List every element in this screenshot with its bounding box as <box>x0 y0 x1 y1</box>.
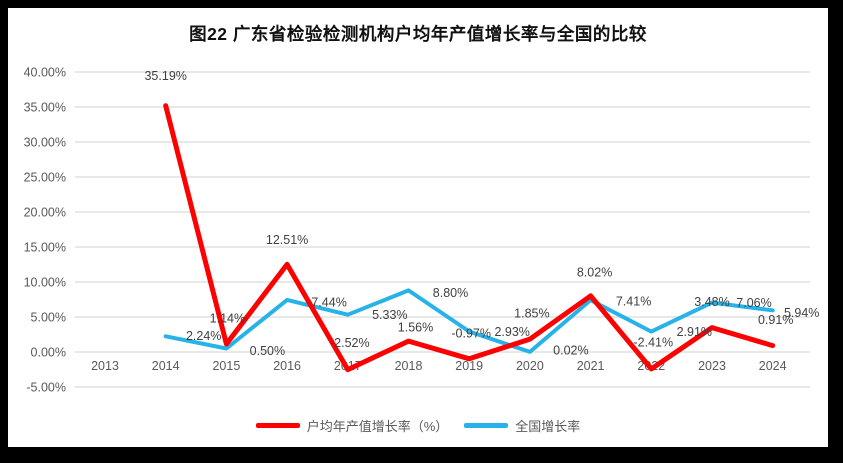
y-axis-tick-label: 10.00% <box>24 276 66 290</box>
data-label: 35.19% <box>144 69 186 83</box>
data-label: 8.02% <box>577 265 612 279</box>
blue-line-swatch-icon <box>464 423 509 428</box>
data-label: 2.91% <box>677 325 712 339</box>
y-axis-tick-label: 5.00% <box>31 311 66 325</box>
data-label: 0.91% <box>758 313 793 327</box>
chart-canvas: 图22 广东省检验检测机构户均年产值增长率与全国的比较 40.00% 35.00%… <box>8 8 828 447</box>
x-axis-tick-label: 2014 <box>152 359 180 373</box>
data-label: 1.85% <box>514 307 549 321</box>
data-label: 5.94% <box>784 306 819 320</box>
y-axis-tick-label: 40.00% <box>24 66 66 80</box>
x-axis-tick-label: 2019 <box>455 359 483 373</box>
data-label: 7.06% <box>736 296 771 310</box>
y-axis-tick-label: 15.00% <box>24 241 66 255</box>
legend-label-national-growth: 全国增长率 <box>515 419 581 434</box>
x-axis-tick-label: 2013 <box>91 359 119 373</box>
legend-label-household-growth: 户均年产值增长率（%） <box>306 419 449 434</box>
data-label: 7.44% <box>311 295 346 309</box>
legend-item-national-growth: 全国增长率 <box>464 416 580 435</box>
data-label: -0.97% <box>451 326 491 340</box>
y-axis-tick-label: 0.00% <box>31 346 66 360</box>
data-label: 3.48% <box>694 295 729 309</box>
data-label: -2.52% <box>330 336 370 350</box>
x-axis-tick-label: 2018 <box>395 359 423 373</box>
data-label: 5.33% <box>372 308 407 322</box>
household-growth-line <box>163 103 776 373</box>
x-axis-tick-label: 2020 <box>516 359 544 373</box>
data-label: 0.02% <box>553 343 588 357</box>
x-axis-tick-label: 2024 <box>759 359 787 373</box>
data-label: -2.41% <box>633 335 673 349</box>
legend-item-household-growth: 户均年产值增长率（%） <box>255 416 449 435</box>
y-axis-tick-label: 30.00% <box>24 136 66 150</box>
x-axis-tick-label: 2015 <box>212 359 240 373</box>
data-label: 7.41% <box>616 295 651 309</box>
y-axis-tick-label: 20.00% <box>24 206 66 220</box>
data-label: 8.80% <box>433 286 468 300</box>
y-axis-tick-label: 35.00% <box>24 101 66 115</box>
data-label: 0.50% <box>250 344 285 358</box>
data-label: 1.14% <box>210 312 245 326</box>
x-axis-tick-label: 2023 <box>698 359 726 373</box>
chart-title: 图22 广东省检验检测机构户均年产值增长率与全国的比较 <box>189 24 647 44</box>
x-axis-tick-label: 2021 <box>577 359 605 373</box>
data-label: 12.51% <box>266 233 308 247</box>
legend: 户均年产值增长率（%） 全国增长率 <box>8 416 828 435</box>
x-axis-tick-label: 2016 <box>273 359 301 373</box>
data-label: 2.93% <box>494 325 529 339</box>
data-label: 2.24% <box>186 329 221 343</box>
y-axis-tick-label: -5.00% <box>26 381 66 395</box>
data-label: 1.56% <box>398 321 433 335</box>
national-growth-line <box>163 288 775 354</box>
red-line-swatch-icon <box>255 423 300 428</box>
y-axis-tick-label: 25.00% <box>24 171 66 185</box>
